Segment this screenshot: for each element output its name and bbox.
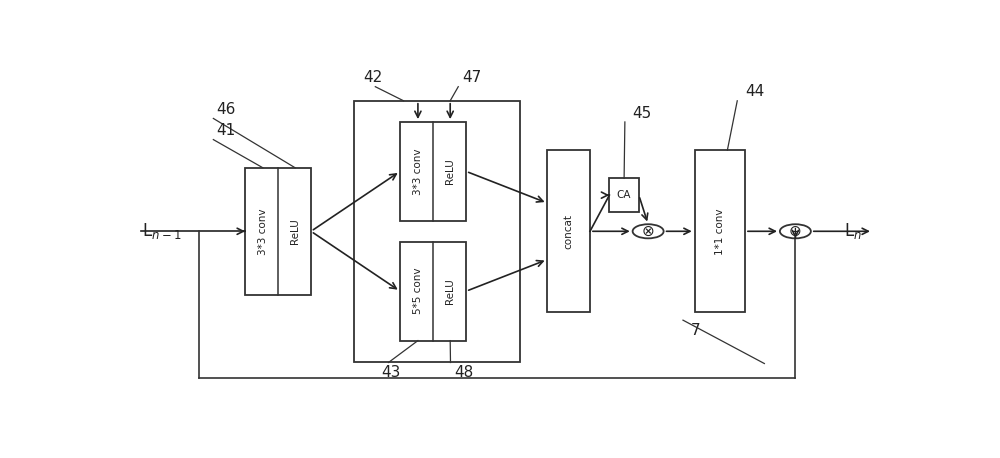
Text: ⊗: ⊗ (642, 224, 654, 239)
Bar (695, 150, 745, 312)
Text: 3*3 conv: 3*3 conv (413, 148, 423, 195)
Circle shape (780, 224, 811, 238)
Text: ReLU: ReLU (445, 278, 455, 304)
Text: ReLU: ReLU (290, 218, 300, 244)
Bar (400, 122, 466, 221)
Text: 43: 43 (381, 365, 400, 380)
Text: ⊕: ⊕ (789, 224, 802, 239)
Text: L$_n$: L$_n$ (844, 221, 863, 241)
Text: concat: concat (564, 214, 574, 249)
Text: 42: 42 (364, 71, 383, 85)
Text: 7: 7 (691, 322, 700, 338)
Text: 48: 48 (454, 365, 474, 380)
Circle shape (633, 224, 664, 238)
Bar (354, 101, 520, 362)
Text: CA: CA (617, 190, 631, 200)
Bar (609, 178, 639, 212)
Text: 45: 45 (633, 106, 652, 120)
Text: 47: 47 (462, 71, 481, 85)
Bar (547, 150, 590, 312)
Text: 1*1 conv: 1*1 conv (715, 208, 725, 255)
Text: 41: 41 (216, 123, 236, 138)
Bar (245, 168, 311, 295)
Text: 5*5 conv: 5*5 conv (413, 268, 423, 315)
Bar (400, 242, 466, 341)
Text: 44: 44 (745, 84, 764, 99)
Text: 46: 46 (216, 102, 236, 117)
Text: ReLU: ReLU (445, 158, 455, 184)
Text: 3*3 conv: 3*3 conv (258, 208, 268, 255)
Text: L$_{n-1}$: L$_{n-1}$ (142, 221, 182, 241)
